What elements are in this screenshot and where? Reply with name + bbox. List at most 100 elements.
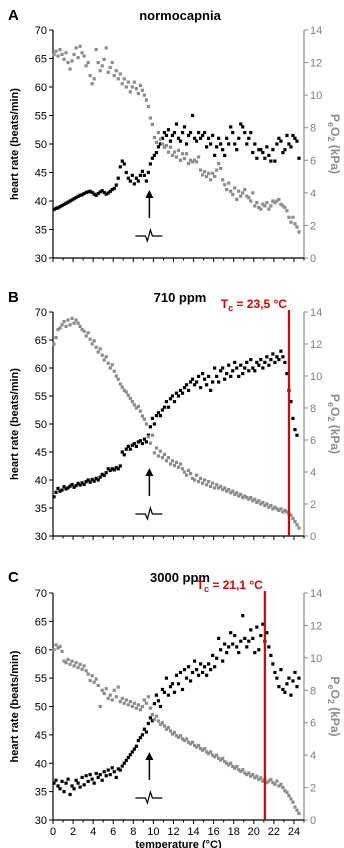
y-tick-label-left: 35: [35, 787, 47, 799]
heart-rate-point: [62, 790, 66, 794]
peo2-point: [221, 178, 225, 182]
peo2-point: [203, 747, 207, 751]
heart-rate-point: [92, 192, 96, 196]
heart-rate-point: [84, 190, 88, 195]
peo2-point: [162, 145, 167, 149]
peo2-point: [289, 797, 293, 801]
peo2-point: [158, 137, 163, 141]
heart-rate-point: [217, 136, 221, 140]
peo2-point: [253, 204, 257, 208]
peo2-point: [64, 324, 68, 328]
peo2-point: [134, 706, 138, 710]
heart-rate-point: [132, 182, 136, 186]
heart-rate-point: [223, 642, 227, 646]
heart-rate-point: [96, 191, 100, 196]
peo2-point: [154, 140, 159, 144]
peo2-point: [237, 494, 241, 498]
heart-rate-point: [209, 142, 213, 146]
peo2-point: [106, 361, 110, 365]
peo2-point: [200, 481, 205, 485]
heart-rate-point: [231, 642, 235, 646]
heart-rate-point: [207, 136, 211, 140]
peo2-point: [144, 98, 148, 102]
heart-rate-point: [186, 133, 191, 138]
heart-rate-point: [190, 377, 195, 381]
peo2-point: [259, 776, 263, 780]
heart-rate-point: [142, 173, 146, 177]
heart-rate-point: [257, 363, 261, 367]
heart-rate-point: [251, 150, 255, 155]
y-tick-label-right: 2: [310, 783, 316, 795]
heart-rate-point: [150, 416, 154, 420]
peo2-point: [68, 67, 72, 71]
heart-rate-point: [124, 170, 128, 175]
y-tick-label-right: 4: [310, 188, 316, 200]
panel-b: B 710 ppm 30 35 40 45 50 55 60 65 70 0 2 4 6 8 10 12 14 hea…: [8, 289, 342, 543]
ecg-pulse-icon: [135, 505, 163, 521]
arrow-marker: [135, 468, 163, 521]
peo2-point: [219, 484, 223, 488]
x-tick-label: 10: [147, 826, 159, 838]
heart-rate-point: [158, 704, 163, 709]
heart-rate-point: [207, 374, 211, 378]
heart-rate-point: [277, 358, 281, 362]
y-tick-label-left: 60: [35, 363, 47, 375]
peo2-point: [128, 396, 132, 400]
y-tick-label-left: 70: [35, 25, 47, 37]
peo2-point: [106, 696, 110, 700]
peo2-point: [148, 116, 152, 120]
heart-rate-point: [192, 383, 197, 387]
heart-rate-point: [130, 173, 134, 177]
peo2-point: [265, 201, 269, 205]
heart-rate-point: [281, 150, 285, 155]
peo2-point: [239, 492, 243, 496]
peo2-point: [128, 90, 132, 94]
heart-rate-point: [259, 633, 263, 638]
heart-rate-point: [152, 702, 157, 706]
panel-letter: C: [8, 569, 19, 586]
peo2-point: [84, 669, 88, 673]
heart-rate-point: [54, 490, 58, 494]
peo2-point: [60, 52, 64, 57]
heart-rate-point: [221, 148, 225, 152]
peo2-point: [156, 454, 161, 458]
heart-rate-point: [203, 665, 207, 669]
heart-rate-point: [130, 443, 134, 447]
peo2-point: [178, 158, 183, 162]
peo2-point: [209, 484, 213, 488]
peo2-point: [209, 178, 213, 182]
x-tick-label: 8: [130, 826, 136, 838]
peo2-point: [249, 199, 253, 203]
peo2-point: [126, 393, 130, 397]
peo2-point: [283, 508, 287, 512]
heart-rate-point: [253, 369, 257, 373]
heart-rate-point: [68, 199, 72, 203]
heart-rate-point: [200, 670, 205, 675]
peo2-point: [96, 350, 100, 354]
heart-rate-point: [120, 764, 124, 768]
heart-rate-point: [116, 767, 120, 771]
peo2-point: [188, 158, 193, 162]
peo2-point: [76, 321, 80, 325]
peo2-point: [158, 449, 163, 453]
heart-rate-point: [291, 133, 295, 138]
peo2-point: [166, 456, 171, 460]
heart-rate-point: [124, 447, 128, 451]
peo2-point: [293, 805, 297, 809]
peo2-point: [225, 188, 229, 192]
heart-rate-point: [82, 783, 86, 787]
peo2-point: [180, 152, 185, 156]
peo2-point: [231, 489, 235, 493]
heart-rate-point: [259, 148, 263, 152]
y-tick-label-right: 10: [310, 371, 322, 383]
heart-rate-point: [293, 428, 297, 432]
peo2-point: [295, 808, 299, 812]
heart-rate-point: [160, 687, 165, 692]
heart-rate-point: [235, 366, 239, 370]
heart-rate-point: [249, 358, 253, 362]
peo2-point: [178, 462, 183, 466]
heart-rate-point: [170, 133, 175, 138]
heart-rate-point: [116, 176, 120, 180]
peo2-point: [152, 451, 157, 455]
heart-rate-point: [168, 685, 173, 689]
